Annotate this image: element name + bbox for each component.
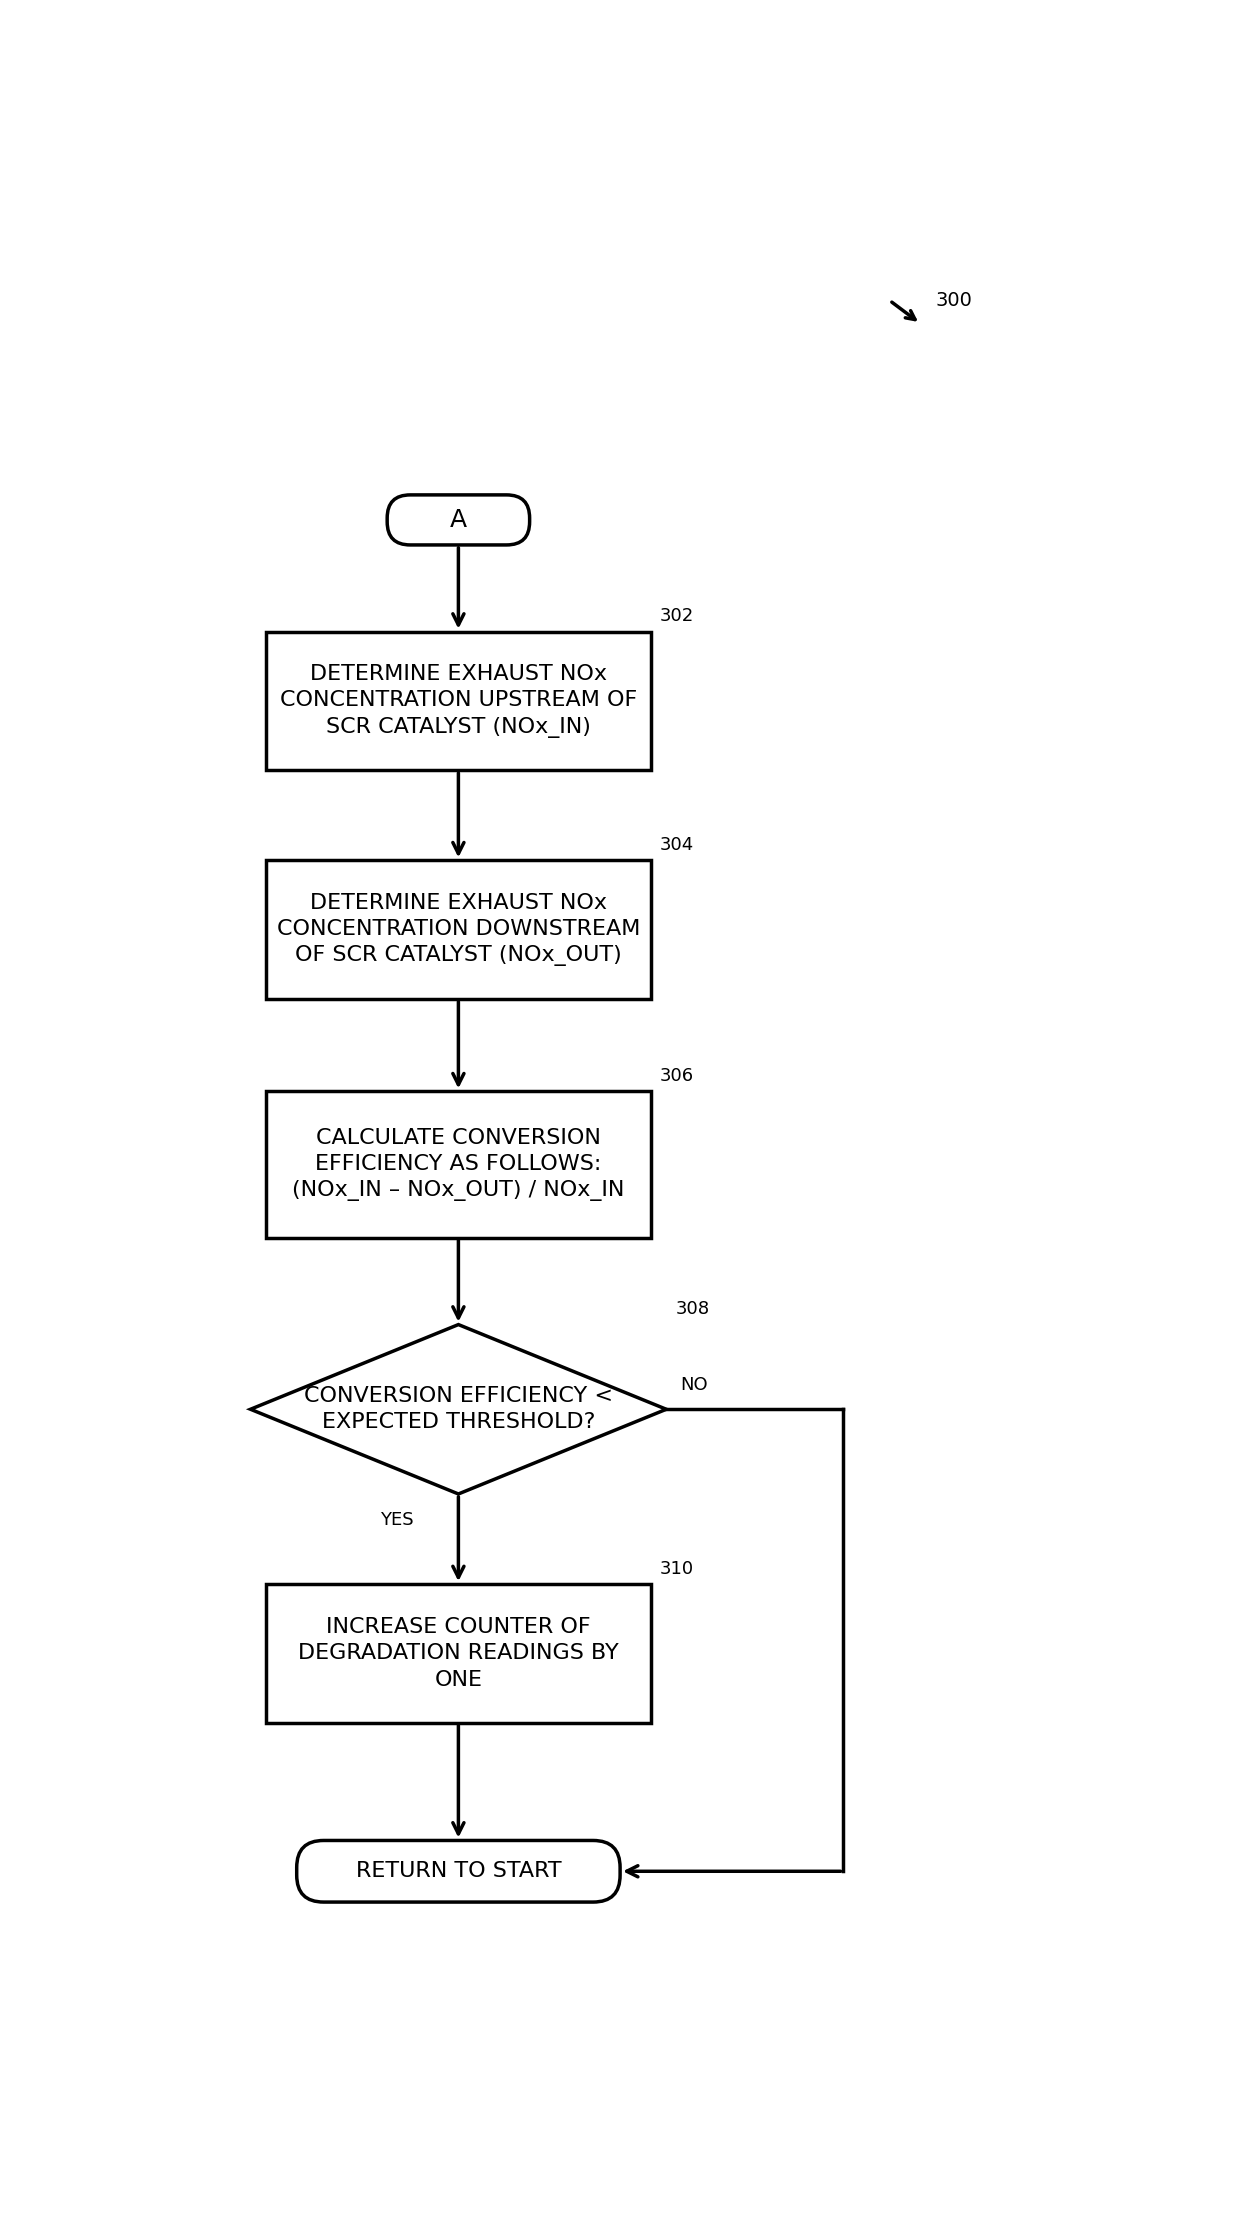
Text: DETERMINE EXHAUST NOx
CONCENTRATION DOWNSTREAM
OF SCR CATALYST (NOx_OUT): DETERMINE EXHAUST NOx CONCENTRATION DOWN… xyxy=(277,893,640,967)
Text: A: A xyxy=(450,508,467,532)
Text: DETERMINE EXHAUST NOx
CONCENTRATION UPSTREAM OF
SCR CATALYST (NOx_IN): DETERMINE EXHAUST NOx CONCENTRATION UPST… xyxy=(280,664,637,737)
Text: CALCULATE CONVERSION
EFFICIENCY AS FOLLOWS:
(NOx_IN – NOx_OUT) / NOx_IN: CALCULATE CONVERSION EFFICIENCY AS FOLLO… xyxy=(293,1127,625,1201)
FancyBboxPatch shape xyxy=(265,1092,651,1237)
FancyBboxPatch shape xyxy=(265,631,651,771)
FancyBboxPatch shape xyxy=(296,1840,620,1903)
Text: 308: 308 xyxy=(676,1301,709,1319)
Text: 306: 306 xyxy=(660,1067,694,1085)
Text: YES: YES xyxy=(379,1511,414,1528)
FancyBboxPatch shape xyxy=(265,860,651,998)
Text: INCREASE COUNTER OF
DEGRADATION READINGS BY
ONE: INCREASE COUNTER OF DEGRADATION READINGS… xyxy=(298,1618,619,1689)
Text: 300: 300 xyxy=(936,292,972,310)
FancyBboxPatch shape xyxy=(265,1584,651,1722)
Polygon shape xyxy=(250,1326,666,1495)
Text: NO: NO xyxy=(681,1377,708,1395)
Text: 302: 302 xyxy=(660,608,694,626)
Text: CONVERSION EFFICIENCY <
EXPECTED THRESHOLD?: CONVERSION EFFICIENCY < EXPECTED THRESHO… xyxy=(304,1386,613,1433)
Text: 304: 304 xyxy=(660,836,694,853)
Text: RETURN TO START: RETURN TO START xyxy=(356,1860,562,1880)
FancyBboxPatch shape xyxy=(387,495,529,546)
Text: 310: 310 xyxy=(660,1560,694,1577)
